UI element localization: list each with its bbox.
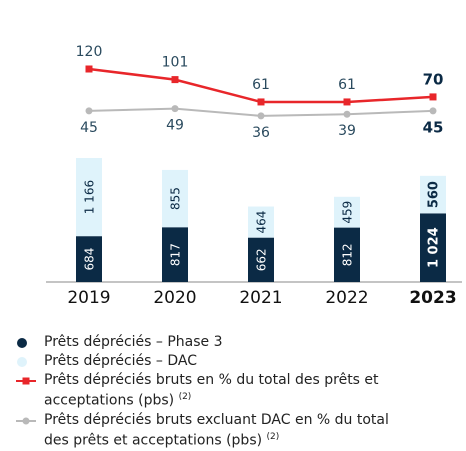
line-value-label: 49 bbox=[166, 118, 184, 134]
line-value-label: 45 bbox=[423, 118, 444, 136]
line-value-label: 36 bbox=[252, 125, 270, 141]
footnote-ref: (2) bbox=[178, 392, 192, 402]
x-tick-label: 2021 bbox=[239, 288, 282, 308]
bar bbox=[420, 213, 446, 282]
point bbox=[343, 110, 351, 118]
x-tick-label: 2022 bbox=[325, 288, 368, 308]
bar bbox=[76, 236, 102, 282]
bar bbox=[420, 175, 446, 214]
bar bbox=[162, 169, 188, 228]
bar bbox=[248, 237, 274, 282]
footnote-ref: (2) bbox=[266, 431, 280, 442]
legend-item: Prêts dépréciés bruts excluant DAC en % … bbox=[16, 412, 456, 450]
point bbox=[171, 76, 179, 84]
bar bbox=[334, 227, 360, 282]
bar-value-label: 817 bbox=[169, 243, 183, 266]
x-tick-label: 2023 bbox=[409, 288, 456, 308]
point bbox=[429, 107, 437, 115]
line-value-label: 39 bbox=[338, 123, 356, 139]
legend-text: Prêts dépréciés – DAC bbox=[44, 353, 394, 370]
point bbox=[171, 105, 179, 113]
legend-label: Prêts dépréciés bruts en % du total des … bbox=[44, 372, 379, 409]
legend-square bbox=[22, 377, 30, 385]
bar bbox=[334, 196, 360, 228]
x-tick-label: 2019 bbox=[67, 288, 110, 308]
legend-item: Prêts dépréciés – DAC bbox=[16, 353, 456, 370]
legend-item: Prêts dépréciés bruts en % du total des … bbox=[16, 372, 456, 410]
legend: Prêts dépréciés – Phase 3 Prêts dépréciés… bbox=[16, 334, 456, 451]
bar bbox=[248, 206, 274, 238]
legend-dot bbox=[17, 357, 27, 367]
bar-value-label: 684 bbox=[83, 248, 97, 271]
line-value-label: 101 bbox=[162, 55, 189, 71]
legend-dot bbox=[17, 338, 27, 348]
point bbox=[257, 112, 265, 120]
point bbox=[85, 65, 93, 73]
bar-value-label: 1 166 bbox=[83, 180, 97, 214]
legend-text: Prêts dépréciés – Phase 3 bbox=[44, 334, 394, 351]
legend-label: Prêts dépréciés bruts excluant DAC en % … bbox=[44, 411, 389, 449]
bar-value-label: 1 024 bbox=[427, 227, 442, 268]
bar-value-label: 855 bbox=[169, 187, 183, 210]
legend-text: Prêts dépréciés bruts en % du total des … bbox=[44, 372, 394, 410]
legend-item: Prêts dépréciés – Phase 3 bbox=[16, 334, 456, 351]
point bbox=[343, 98, 351, 106]
legend-dot bbox=[22, 417, 30, 425]
point bbox=[257, 98, 265, 106]
bar-value-label: 459 bbox=[341, 201, 355, 224]
legend-marker bbox=[16, 417, 36, 425]
legend-marker bbox=[17, 338, 27, 348]
line-value-label: 61 bbox=[252, 77, 270, 93]
bar bbox=[76, 158, 102, 237]
bar-value-label: 812 bbox=[341, 243, 355, 266]
chart: 2019 2020 2021 2022 2023 684 817 662 812 1 024 1 1… bbox=[46, 44, 462, 308]
bar-value-label: 662 bbox=[255, 248, 269, 271]
point bbox=[85, 107, 93, 115]
line-value-label: 120 bbox=[76, 44, 103, 60]
legend-marker bbox=[16, 377, 36, 385]
legend-label: Prêts dépréciés – Phase 3 bbox=[44, 334, 223, 350]
bar bbox=[162, 227, 188, 282]
legend-text: Prêts dépréciés bruts excluant DAC en % … bbox=[44, 412, 394, 450]
bar-value-label: 464 bbox=[255, 211, 269, 234]
line-value-label: 70 bbox=[423, 70, 444, 88]
legend-label: Prêts dépréciés – DAC bbox=[44, 353, 197, 369]
legend-marker bbox=[17, 357, 27, 367]
bar-value-label: 560 bbox=[427, 181, 442, 208]
line-value-label: 45 bbox=[80, 120, 98, 136]
point bbox=[429, 93, 437, 101]
line-value-label: 61 bbox=[338, 77, 356, 93]
x-tick-label: 2020 bbox=[153, 288, 196, 308]
